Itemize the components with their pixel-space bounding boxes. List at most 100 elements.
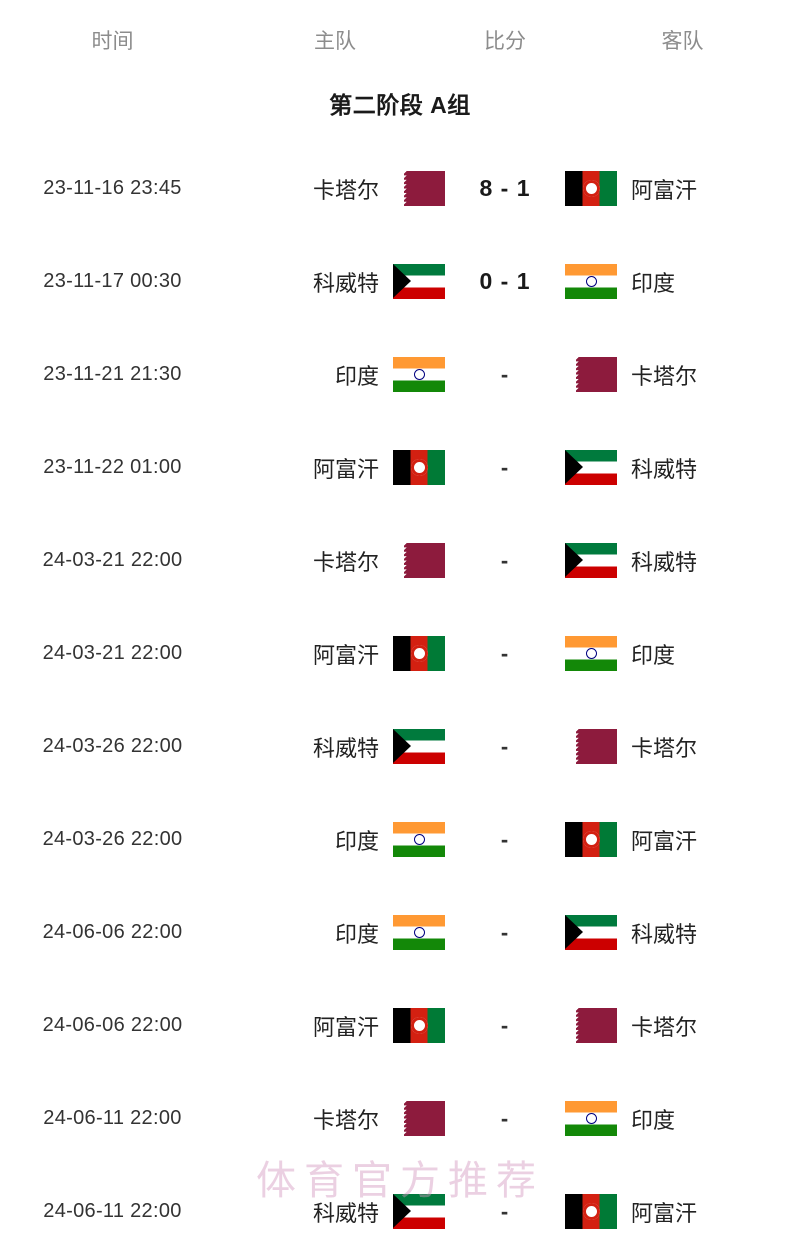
match-score: - (500, 826, 510, 852)
away-team-name: 卡塔尔 (631, 735, 698, 761)
match-time: 24-06-11 22:00 (43, 1200, 182, 1222)
table-row[interactable]: 23-11-22 01:00 阿富汗 - 科威特 (0, 421, 800, 514)
flag-icon-kw (565, 450, 617, 485)
away-team-name: 科威特 (631, 456, 698, 482)
flag-icon-af (393, 636, 445, 671)
flag-icon-kw (565, 915, 617, 950)
home-team-name: 阿富汗 (312, 642, 379, 668)
flag-icon-qa (393, 171, 445, 206)
away-team-name: 卡塔尔 (631, 363, 698, 389)
flag-icon-kw (393, 729, 445, 764)
flag-icon-af (393, 1008, 445, 1043)
flag-icon-in (565, 1101, 617, 1136)
table-row[interactable]: 23-11-17 00:30 科威特 0 - 1 印度 (0, 235, 800, 328)
match-time: 24-03-26 22:00 (42, 735, 183, 757)
flag-icon-qa (565, 729, 617, 764)
home-team-name: 阿富汗 (312, 1014, 379, 1040)
home-team-cell: 阿富汗 (225, 450, 445, 485)
away-team-name: 阿富汗 (631, 177, 698, 203)
away-team-name: 印度 (631, 642, 676, 668)
home-team-cell: 卡塔尔 (225, 171, 445, 206)
table-row[interactable]: 23-11-16 23:45 卡塔尔 8 - 1 阿富汗 (0, 142, 800, 235)
flag-icon-in (393, 915, 445, 950)
match-time: 23-11-21 21:30 (43, 363, 182, 385)
home-team-cell: 科威特 (225, 264, 445, 299)
match-score: - (500, 733, 510, 759)
flag-icon-qa (393, 543, 445, 578)
home-team-cell: 卡塔尔 (225, 1101, 445, 1136)
away-team-name: 科威特 (631, 549, 698, 575)
group-title: 第二阶段 A组 (329, 92, 471, 118)
home-team-name: 卡塔尔 (312, 1107, 379, 1133)
table-header-row: 时间 主队 比分 客队 (0, 0, 800, 80)
home-team-name: 阿富汗 (312, 456, 379, 482)
table-row[interactable]: 24-06-11 22:00 科威特 - 阿富汗 (0, 1165, 800, 1258)
match-score: - (500, 361, 510, 387)
flag-icon-in (393, 357, 445, 392)
away-team-name: 印度 (631, 270, 676, 296)
match-score: - (500, 1198, 510, 1224)
home-team-name: 科威特 (312, 735, 379, 761)
away-team-name: 卡塔尔 (631, 1014, 698, 1040)
flag-icon-af (565, 171, 617, 206)
home-team-cell: 阿富汗 (225, 636, 445, 671)
home-team-name: 印度 (334, 363, 379, 389)
match-score: 0 - 1 (479, 268, 531, 294)
match-score: - (500, 1105, 510, 1131)
table-row[interactable]: 24-06-06 22:00 阿富汗 - 卡塔尔 (0, 979, 800, 1072)
home-team-cell: 科威特 (225, 1194, 445, 1229)
away-team-cell: 卡塔尔 (565, 357, 800, 392)
away-team-name: 印度 (631, 1107, 676, 1133)
table-row[interactable]: 23-11-21 21:30 印度 - 卡塔尔 (0, 328, 800, 421)
away-team-cell: 阿富汗 (565, 822, 800, 857)
match-time: 24-06-11 22:00 (43, 1107, 182, 1129)
away-team-cell: 阿富汗 (565, 1194, 800, 1229)
home-team-name: 卡塔尔 (312, 177, 379, 203)
flag-icon-qa (565, 1008, 617, 1043)
flag-icon-kw (565, 543, 617, 578)
home-team-cell: 卡塔尔 (225, 543, 445, 578)
home-team-cell: 印度 (225, 357, 445, 392)
flag-icon-af (565, 1194, 617, 1229)
match-time: 24-06-06 22:00 (42, 921, 183, 943)
home-team-name: 卡塔尔 (312, 549, 379, 575)
home-team-cell: 印度 (225, 915, 445, 950)
match-score: - (500, 1012, 510, 1038)
flag-icon-in (393, 822, 445, 857)
away-team-cell: 印度 (565, 264, 800, 299)
table-row[interactable]: 24-03-21 22:00 阿富汗 - 印度 (0, 607, 800, 700)
match-time: 24-03-21 22:00 (42, 549, 183, 571)
flag-icon-kw (393, 1194, 445, 1229)
flag-icon-qa (393, 1101, 445, 1136)
away-team-cell: 科威特 (565, 543, 800, 578)
match-time: 24-03-26 22:00 (42, 828, 183, 850)
away-team-cell: 科威特 (565, 915, 800, 950)
flag-icon-qa (565, 357, 617, 392)
match-time: 23-11-22 01:00 (43, 456, 182, 478)
table-row[interactable]: 24-03-26 22:00 科威特 - 卡塔尔 (0, 700, 800, 793)
table-row[interactable]: 24-03-26 22:00 印度 - 阿富汗 (0, 793, 800, 886)
flag-icon-kw (393, 264, 445, 299)
flag-icon-in (565, 264, 617, 299)
column-header-home-team: 主队 (314, 30, 356, 53)
home-team-name: 印度 (334, 921, 379, 947)
match-score: 8 - 1 (479, 175, 531, 201)
table-row[interactable]: 24-06-11 22:00 卡塔尔 - 印度 (0, 1072, 800, 1165)
column-header-score: 比分 (484, 30, 526, 53)
home-team-cell: 科威特 (225, 729, 445, 764)
table-row[interactable]: 24-03-21 22:00 卡塔尔 - 科威特 (0, 514, 800, 607)
match-score: - (500, 640, 510, 666)
home-team-name: 印度 (334, 828, 379, 854)
away-team-cell: 卡塔尔 (565, 729, 800, 764)
home-team-name: 科威特 (312, 1200, 379, 1226)
flag-icon-af (565, 822, 617, 857)
match-score: - (500, 454, 510, 480)
table-row[interactable]: 24-06-06 22:00 印度 - 科威特 (0, 886, 800, 979)
away-team-cell: 阿富汗 (565, 171, 800, 206)
match-time: 24-03-21 22:00 (42, 642, 183, 664)
match-rows: 23-11-16 23:45 卡塔尔 8 - 1 阿富汗 23-11-17 00:30 科… (0, 142, 800, 1258)
home-team-cell: 阿富汗 (225, 1008, 445, 1043)
away-team-name: 阿富汗 (631, 1200, 698, 1226)
away-team-name: 阿富汗 (631, 828, 698, 854)
